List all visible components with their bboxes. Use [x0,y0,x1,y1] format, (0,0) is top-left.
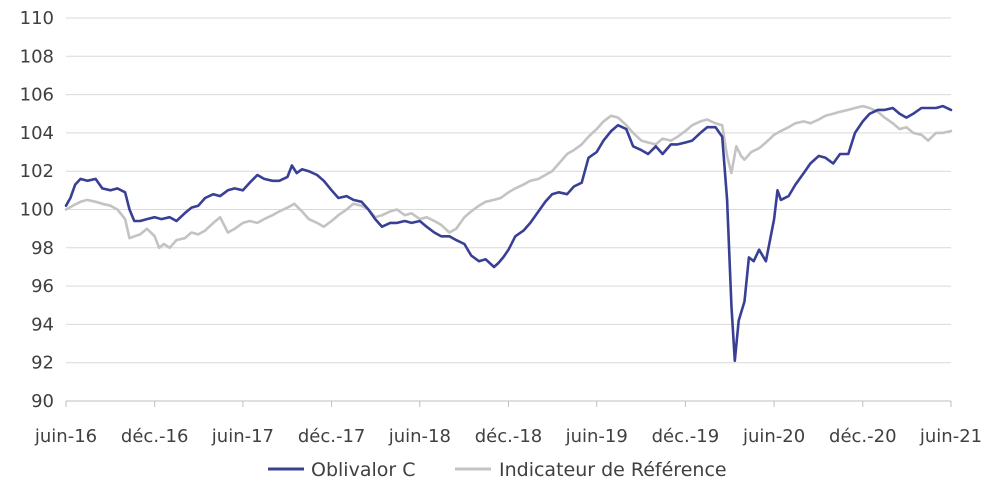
y-tick-label: 94 [31,314,54,335]
legend: Oblivalor C Indicateur de Référence [268,459,727,481]
x-tick-label: juin-17 [211,426,274,447]
y-tick-label: 110 [20,8,54,29]
y-axis: 90 92 94 96 98 100 102 104 106 108 110 [20,8,54,412]
x-tick-label: déc.-20 [829,426,897,447]
x-tick-label: juin-19 [565,426,628,447]
y-tick-label: 92 [31,353,54,374]
gridlines [66,17,951,364]
legend-label-0: Oblivalor C [311,459,415,481]
y-tick-label: 108 [20,46,54,67]
y-tick-label: 98 [31,238,54,259]
y-tick-label: 96 [31,276,54,297]
x-tick-label: juin-21 [919,426,982,447]
x-tick-label: juin-20 [742,426,805,447]
x-tick-label: juin-16 [34,426,97,447]
y-tick-label: 90 [31,391,54,412]
x-tick-label: déc.-19 [652,426,720,447]
x-tick-label: déc.-17 [298,426,366,447]
x-tick-label: déc.-18 [475,426,543,447]
legend-label-1: Indicateur de Référence [499,459,727,481]
series-lines [64,104,953,363]
y-tick-label: 102 [20,161,54,182]
series-line-0 [64,104,953,363]
series-line-1 [64,104,953,250]
x-tick-label: déc.-16 [121,426,189,447]
y-tick-label: 104 [20,123,54,144]
y-tick-label: 106 [20,85,54,106]
y-tick-label: 100 [20,200,54,221]
x-tick-label: juin-18 [388,426,451,447]
x-axis: juin-16 déc.-16 juin-17 déc.-17 juin-18 déc.-… [34,400,982,447]
